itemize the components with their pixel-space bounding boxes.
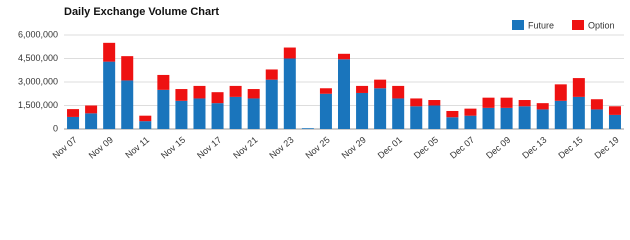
bar-segment <box>229 96 242 129</box>
x-tick-label: Dec 19 <box>592 135 620 161</box>
bar-segment <box>410 106 423 129</box>
bar-segment <box>265 69 278 80</box>
bar-segment <box>265 79 278 129</box>
bar-segment <box>356 92 369 129</box>
bar-segment <box>283 58 296 129</box>
bar-segment <box>608 106 621 115</box>
x-tick-label: Nov 25 <box>303 135 331 161</box>
y-tick-label: 6,000,000 <box>18 29 58 39</box>
bar-segment <box>392 98 405 129</box>
bar-segment <box>554 84 567 101</box>
bar-segment <box>103 42 116 62</box>
bar-segment <box>175 89 188 101</box>
x-tick-label: Nov 09 <box>87 135 115 161</box>
y-tick-label: 1,500,000 <box>18 100 58 110</box>
bar-segment <box>139 121 152 129</box>
bar-segment <box>67 109 80 117</box>
bar-segment <box>464 115 477 129</box>
bar-segment <box>121 56 134 81</box>
bar-segment <box>374 88 387 129</box>
x-tick-label: Nov 17 <box>195 135 223 161</box>
legend-swatch <box>572 20 584 30</box>
bar-segment <box>85 113 98 129</box>
bar-segment <box>338 59 350 129</box>
x-tick-label: Dec 13 <box>520 135 548 161</box>
x-tick-label: Nov 11 <box>123 135 151 161</box>
bar-segment <box>175 100 188 129</box>
y-tick-label: 0 <box>53 123 58 133</box>
bar-segment <box>157 74 170 90</box>
x-tick-label: Dec 15 <box>556 135 584 161</box>
bar-segment <box>374 79 387 89</box>
bar-segment <box>319 93 332 129</box>
bar-segment <box>590 99 603 110</box>
bar-segment <box>356 85 369 93</box>
bar-segment <box>211 92 224 104</box>
bar-segment <box>482 97 495 108</box>
bar-segment <box>211 103 224 129</box>
bar-segment <box>500 107 513 129</box>
bar-segment <box>229 85 242 97</box>
chart: Daily Exchange Volume Chart 0 1,500,000 3,… <box>18 6 624 161</box>
y-tick-label: 4,500,000 <box>18 53 58 63</box>
bar-segment <box>446 110 459 118</box>
bar-segment <box>500 97 513 108</box>
bar-segment <box>392 85 405 99</box>
bar-segment <box>193 98 206 129</box>
bar-segment <box>319 88 332 94</box>
bar-segment <box>103 61 116 130</box>
bar-segment <box>157 89 170 129</box>
x-tick-label: Dec 07 <box>448 135 476 161</box>
x-tick-label: Dec 09 <box>484 135 512 161</box>
chart-title: Daily Exchange Volume Chart <box>64 6 219 18</box>
bar-segment <box>428 105 441 129</box>
legend-label: Option <box>588 20 615 30</box>
bar-segment <box>608 114 621 129</box>
x-tick-label: Dec 01 <box>376 135 404 161</box>
bar-segment <box>139 115 152 122</box>
bar-segment <box>554 100 567 129</box>
x-tick-label: Nov 15 <box>159 135 187 161</box>
bar-segment <box>247 98 260 129</box>
bar-segment <box>283 47 296 59</box>
bar-segment <box>428 100 441 106</box>
bar-segment <box>572 96 585 129</box>
x-tick-label: Nov 23 <box>267 135 295 161</box>
legend-label: Future <box>528 20 554 30</box>
bar-segment <box>482 107 495 129</box>
bar-segment <box>464 108 477 116</box>
x-tick-label: Dec 05 <box>412 135 440 161</box>
bar-segment <box>121 80 134 129</box>
x-tick-label: Nov 07 <box>51 135 79 161</box>
bar-segment <box>536 103 549 110</box>
y-tick-label: 3,000,000 <box>18 76 58 86</box>
x-tick-label: Nov 21 <box>231 135 259 161</box>
bar-segment <box>446 117 459 129</box>
bar-segment <box>301 128 314 129</box>
bar-segment <box>590 109 603 129</box>
bar-segment <box>247 89 260 99</box>
bar-segment <box>536 109 549 129</box>
legend-swatch <box>512 20 524 30</box>
bar-segment <box>338 53 350 60</box>
bar-segment <box>85 105 98 114</box>
bar-segment <box>193 85 206 99</box>
bar-segment <box>67 116 80 129</box>
x-tick-label: Nov 29 <box>340 135 368 161</box>
bar-segment <box>518 100 531 107</box>
bar-segment <box>518 106 531 129</box>
bar-segment <box>572 78 585 97</box>
bar-segment <box>410 98 423 107</box>
